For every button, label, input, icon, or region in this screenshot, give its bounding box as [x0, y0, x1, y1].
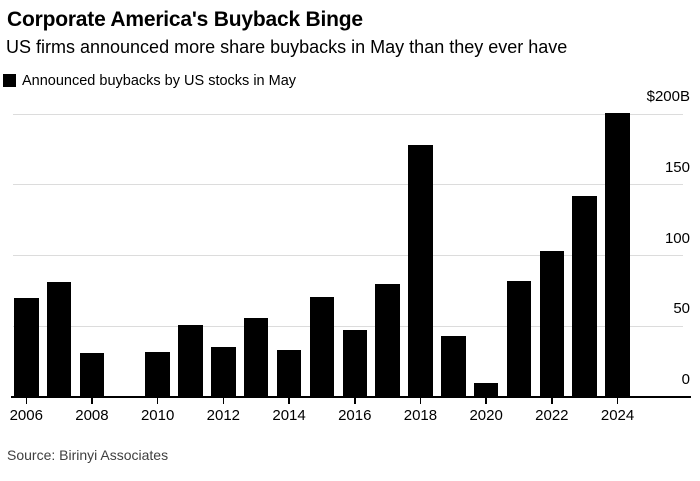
- x-axis-label: 2018: [403, 407, 438, 424]
- x-axis-tick: [419, 398, 422, 404]
- x-axis-tick: [485, 398, 487, 404]
- x-axis-label: 2010: [140, 407, 175, 424]
- x-axis-label: 2014: [272, 407, 306, 424]
- bar-2014: [276, 350, 302, 397]
- gridline: [13, 184, 683, 186]
- x-axis-tick: [156, 398, 159, 404]
- bar-2021: [506, 280, 532, 397]
- x-axis-tick: [551, 398, 553, 404]
- gridline: [13, 325, 683, 327]
- bar-2018: [408, 145, 433, 397]
- bar-2006: [14, 297, 39, 397]
- x-axis-label: 2012: [206, 407, 241, 424]
- x-axis-label: 2024: [600, 407, 635, 424]
- bar-2015: [309, 296, 335, 397]
- x-axis-label: 2006: [9, 407, 43, 424]
- bar-2017: [375, 283, 400, 397]
- bar-2010: [145, 351, 170, 397]
- x-axis-tick: [222, 398, 225, 404]
- y-axis-label: 0: [681, 371, 690, 388]
- bar-2024: [605, 112, 630, 397]
- y-axis-label: 100: [664, 229, 690, 247]
- x-axis-tick: [25, 398, 27, 404]
- legend: Announced buybacks by US stocks in May: [3, 72, 296, 89]
- x-axis-label: 2022: [535, 407, 569, 424]
- chart-subtitle: US firms announced more share buybacks i…: [6, 37, 568, 57]
- bar-2013: [243, 317, 269, 397]
- x-axis-tick: [354, 398, 356, 404]
- x-axis-tick: [91, 398, 93, 404]
- gridline: [13, 255, 683, 256]
- bar-2012: [211, 347, 236, 397]
- y-axis-label: 150: [664, 158, 690, 176]
- bar-2011: [178, 324, 203, 397]
- bar-2020: [473, 382, 499, 397]
- source-note: Source: Birinyi Associates: [7, 447, 169, 463]
- legend-swatch-icon: [3, 74, 16, 87]
- gridline: [13, 113, 683, 115]
- x-axis-tick: [616, 398, 619, 404]
- legend-label: Announced buybacks by US stocks in May: [22, 72, 297, 89]
- chart-title: Corporate America's Buyback Binge: [7, 8, 363, 31]
- bar-2022: [539, 251, 565, 397]
- x-axis-label: 2016: [338, 407, 372, 424]
- y-axis-label: $200B: [646, 88, 690, 105]
- bar-2016: [342, 330, 367, 397]
- bar-2019: [441, 336, 466, 397]
- bar-2007: [46, 282, 72, 397]
- x-axis-label: 2020: [469, 407, 503, 424]
- x-axis-tick: [288, 398, 290, 404]
- x-axis-line: [11, 396, 691, 398]
- bar-2023: [572, 196, 597, 397]
- bar-2008: [79, 353, 105, 397]
- y-axis-label: 50: [673, 300, 690, 318]
- x-axis-label: 2008: [75, 407, 109, 424]
